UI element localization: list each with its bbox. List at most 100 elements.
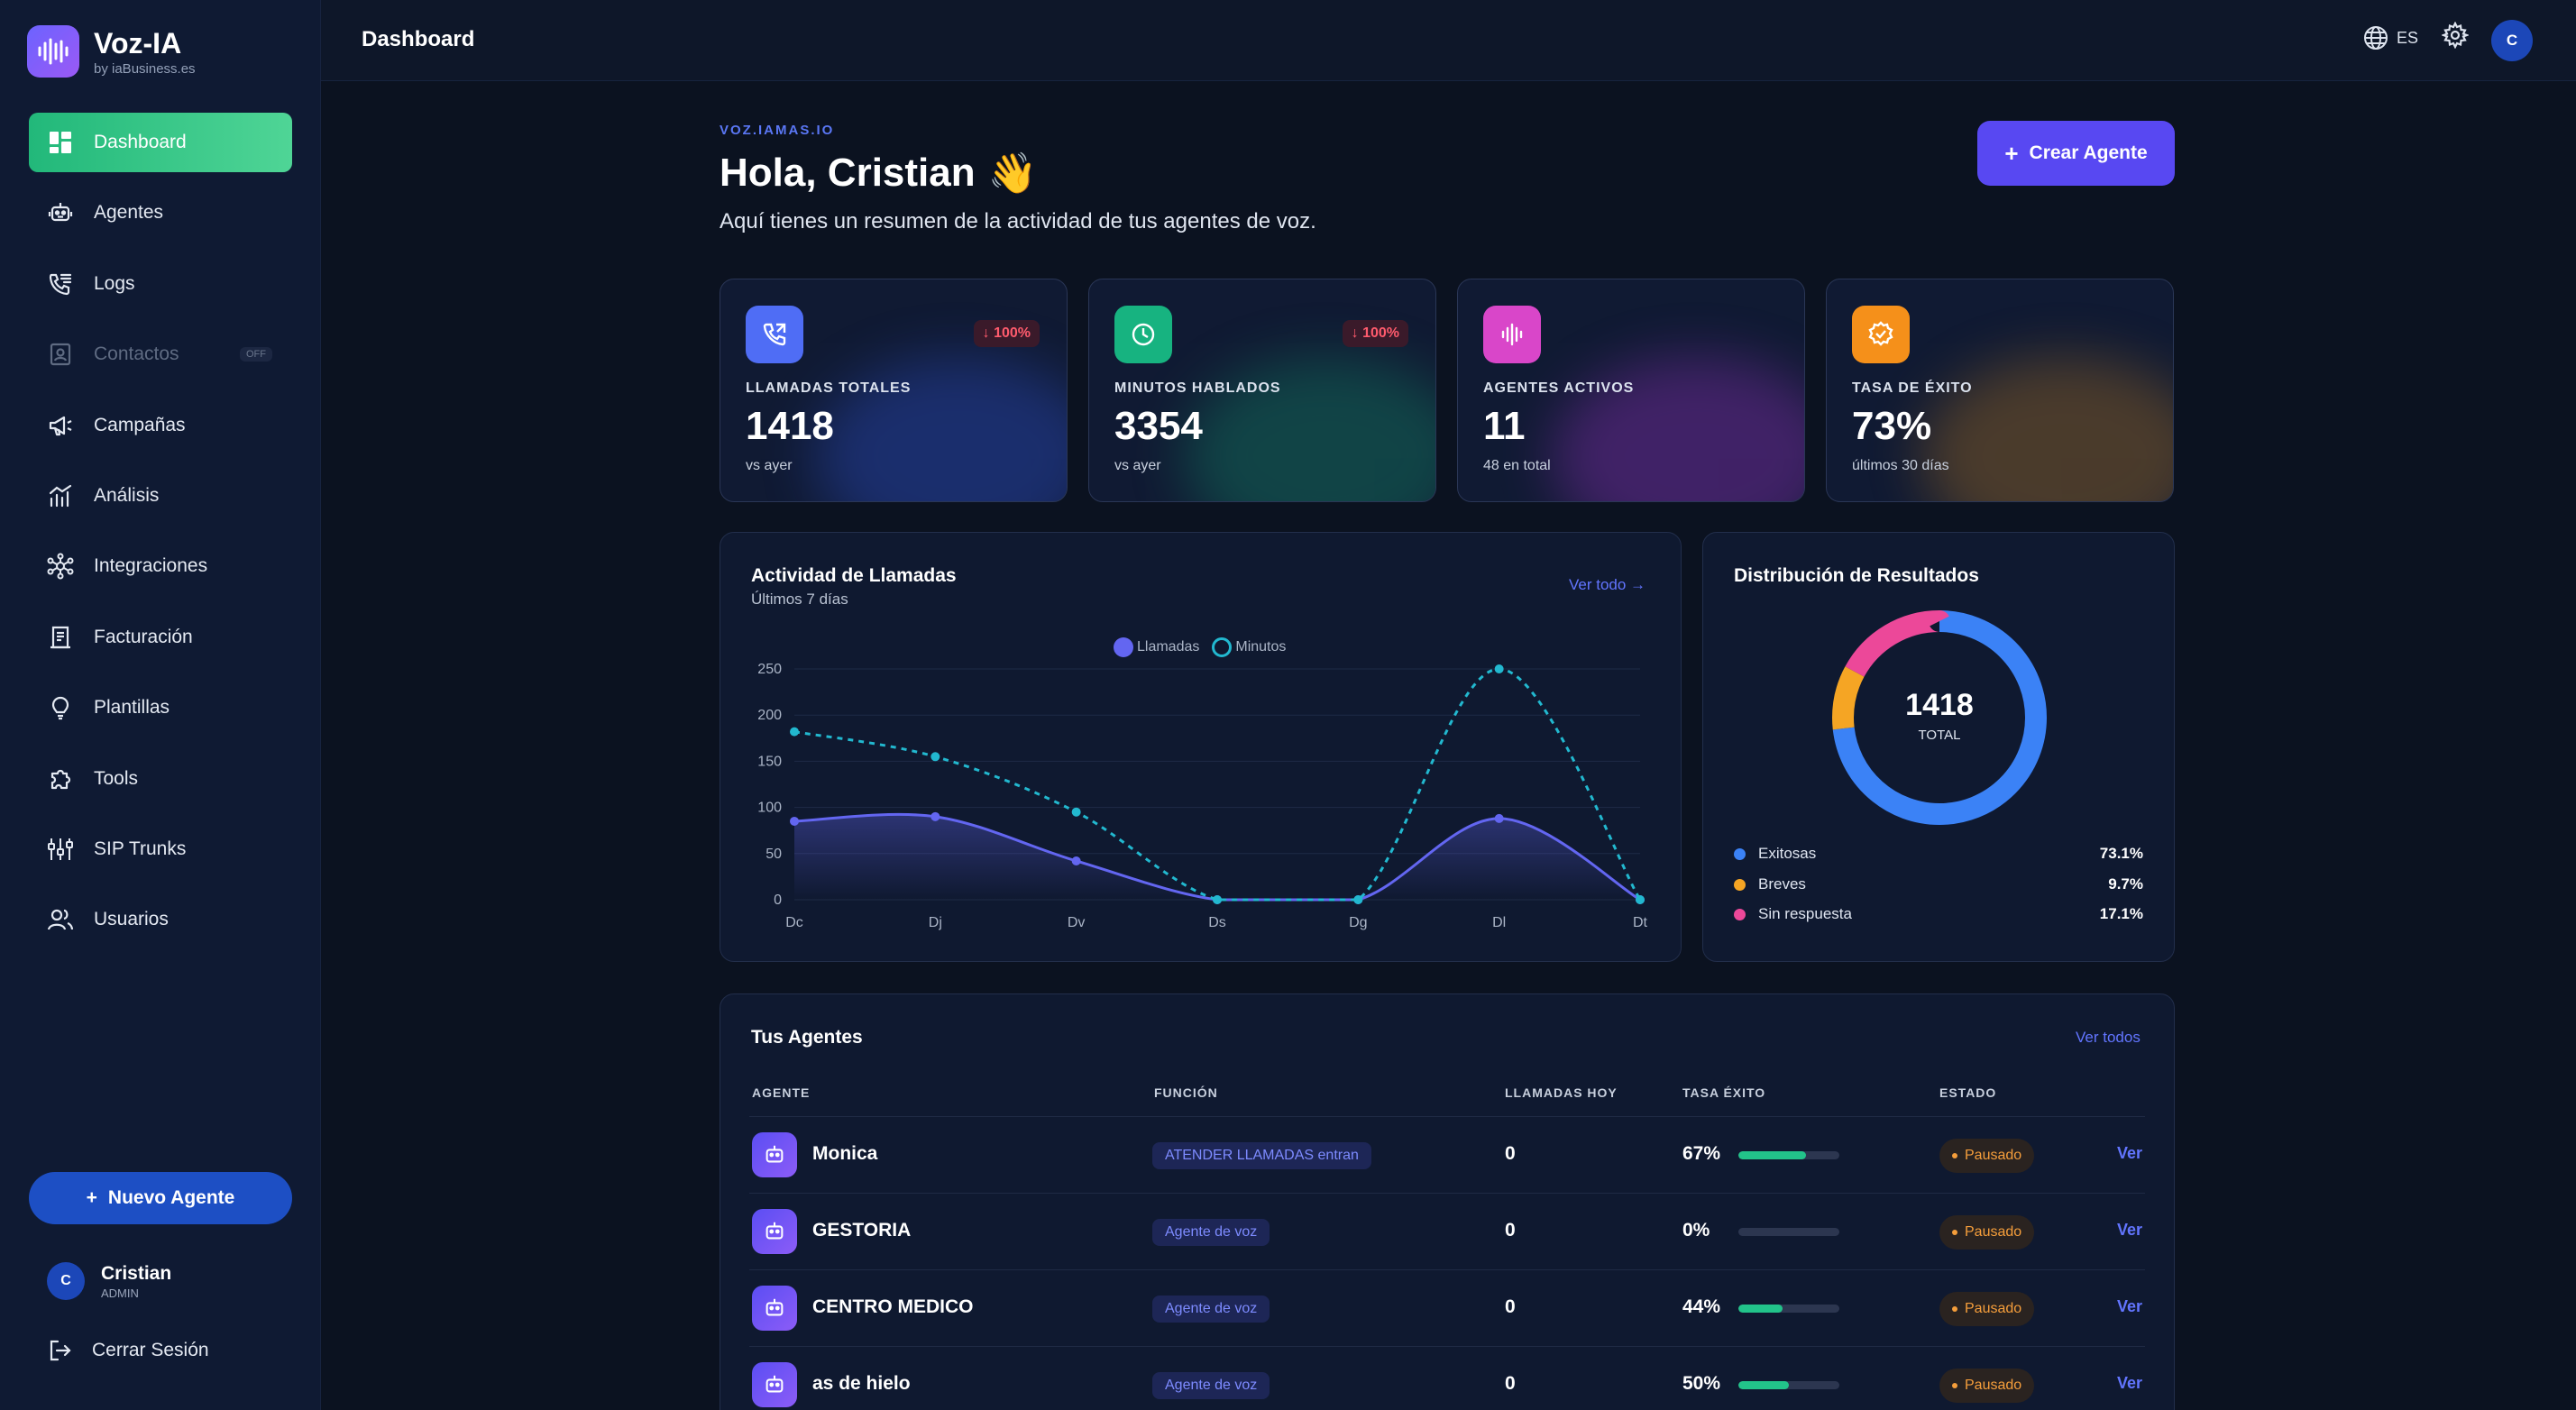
y-tick-label: 200	[757, 708, 782, 723]
sidebar-item-label: Integraciones	[94, 555, 208, 577]
sidebar-item-agentes[interactable]: Agentes	[29, 183, 292, 243]
voice-wave-logo-icon	[27, 25, 79, 78]
trend-badge: ↓ 100%	[1342, 320, 1408, 347]
dashboard-subtitle: Aquí tienes un resumen de la actividad d…	[720, 209, 1316, 233]
sidebar-item-campanas[interactable]: Campañas	[29, 396, 292, 455]
calls-today: 0	[1505, 1373, 1516, 1394]
off-badge: OFF	[240, 347, 272, 362]
new-agent-button[interactable]: + Nuevo Agente	[29, 1172, 292, 1224]
greeting-text: Hola, Cristian	[720, 151, 976, 195]
stat-value: 73%	[1852, 404, 1932, 448]
column-header-estado: ESTADO	[1939, 1085, 1997, 1100]
function-tag: Agente de voz	[1152, 1219, 1270, 1246]
create-agent-button[interactable]: + Crear Agente	[1977, 121, 2175, 186]
x-tick-label: Dt	[1633, 915, 1648, 930]
dashboard-icon	[47, 129, 74, 156]
donut-total: 1418	[1905, 688, 1974, 722]
logout-button[interactable]: Cerrar Sesión	[47, 1338, 209, 1363]
sidebar-item-integraciones[interactable]: Integraciones	[29, 536, 292, 596]
x-tick-label: Ds	[1208, 915, 1226, 930]
agent-name: CENTRO MEDICO	[812, 1296, 974, 1317]
sidebar-item-dashboard[interactable]: Dashboard	[29, 113, 292, 172]
view-agent-link[interactable]: Ver	[2117, 1374, 2143, 1392]
success-rate-fill	[1738, 1151, 1807, 1159]
function-tag: ATENDER LLAMADAS entran	[1152, 1142, 1371, 1169]
stat-label: MINUTOS HABLADOS	[1114, 380, 1281, 396]
stat-value: 11	[1483, 404, 1526, 448]
distribution-row-breves: Breves 9.7%	[1734, 875, 2143, 893]
data-point-llamadas	[930, 811, 940, 821]
sidebar-item-label: Plantillas	[94, 697, 170, 719]
stat-label: AGENTES ACTIVOS	[1483, 380, 1635, 396]
y-tick-label: 50	[765, 847, 782, 862]
status-badge: Pausado	[1939, 1139, 2035, 1173]
success-rate-bar	[1738, 1381, 1839, 1389]
legend-minutos[interactable]: Minutos	[1212, 637, 1286, 657]
data-point-minutos	[1353, 895, 1363, 904]
data-point-llamadas	[1071, 856, 1081, 865]
x-tick-label: Dj	[929, 915, 942, 930]
sidebar-item-label: Facturación	[94, 626, 193, 647]
data-point-llamadas	[1494, 813, 1504, 823]
user-profile[interactable]: C Cristian ADMIN	[47, 1262, 171, 1300]
phone-icon	[746, 306, 803, 363]
language-selector[interactable]: ES	[2362, 24, 2418, 51]
column-header-tasa-exito: TASA ÉXITO	[1682, 1085, 1766, 1100]
sidebar-item-label: Agentes	[94, 202, 164, 224]
function-tag: Agente de voz	[1152, 1296, 1270, 1323]
table-row[interactable]: GESTORIA Agente de voz 0 0% Pausado Ver	[749, 1193, 2145, 1269]
activity-subtitle: Últimos 7 días	[751, 591, 848, 608]
stat-sub: 48 en total	[1483, 458, 1551, 473]
robot-icon	[752, 1286, 797, 1331]
stat-value: 3354	[1114, 404, 1203, 448]
sidebar-item-contactos[interactable]: Contactos OFF	[29, 325, 292, 384]
sidebar-item-usuarios[interactable]: Usuarios	[29, 890, 292, 949]
robot-icon	[752, 1362, 797, 1407]
ver-todos-link[interactable]: Ver todos	[2076, 1029, 2141, 1046]
sidebar-item-label: Campañas	[94, 414, 186, 435]
sidebar-item-sip-trunks[interactable]: SIP Trunks	[29, 819, 292, 879]
integrations-icon	[47, 553, 74, 580]
data-point-minutos	[1636, 895, 1645, 904]
logout-icon	[47, 1338, 72, 1363]
new-agent-label: Nuevo Agente	[107, 1187, 235, 1208]
puzzle-icon	[47, 765, 74, 792]
sidebar-item-facturacion[interactable]: Facturación	[29, 608, 292, 667]
view-agent-link[interactable]: Ver	[2117, 1297, 2143, 1315]
stat-sub: vs ayer	[746, 458, 793, 473]
view-agent-link[interactable]: Ver	[2117, 1144, 2143, 1162]
sidebar-item-label: Dashboard	[94, 132, 187, 152]
brand[interactable]: Voz-IA by iaBusiness.es	[27, 25, 196, 78]
sip-icon	[47, 836, 74, 863]
sidebar-item-analisis[interactable]: Análisis	[29, 466, 292, 526]
sidebar-item-label: Contactos	[94, 343, 179, 365]
column-header-llamadas-hoy: LLAMADAS HOY	[1505, 1085, 1618, 1100]
success-rate: 50%	[1682, 1373, 1721, 1394]
stat-value: 1418	[746, 404, 834, 448]
legend-llamadas[interactable]: Llamadas	[1114, 637, 1199, 657]
success-rate-fill	[1738, 1305, 1783, 1313]
plus-icon: +	[86, 1187, 97, 1208]
stat-sub: últimos 30 días	[1852, 458, 1949, 473]
view-agent-link[interactable]: Ver	[2117, 1221, 2143, 1239]
phone-list-icon	[47, 270, 74, 298]
settings-button[interactable]	[2442, 22, 2469, 49]
top-avatar[interactable]: C	[2491, 20, 2533, 61]
sidebar-item-plantillas[interactable]: Plantillas	[29, 678, 292, 737]
sidebar: Voz-IA by iaBusiness.es Dashboard Agente…	[0, 0, 321, 1410]
success-rate-bar	[1738, 1228, 1839, 1236]
data-point-minutos	[930, 752, 940, 762]
avatar: C	[47, 1262, 85, 1300]
table-row[interactable]: Monica ATENDER LLAMADAS entran 0 67% Pau…	[749, 1116, 2145, 1193]
invoice-icon	[47, 624, 74, 651]
sidebar-item-tools[interactable]: Tools	[29, 749, 292, 809]
sidebar-item-logs[interactable]: Logs	[29, 254, 292, 314]
stat-card-active-agents: AGENTES ACTIVOS 11 48 en total	[1457, 279, 1805, 502]
ver-todo-link[interactable]: Ver todo →	[1569, 576, 1646, 593]
table-row[interactable]: as de hielo Agente de voz 0 50% Pausado …	[749, 1346, 2145, 1410]
distribution-donut	[1832, 610, 2047, 825]
brand-subtitle: by iaBusiness.es	[94, 60, 196, 77]
analytics-icon	[47, 482, 74, 509]
user-name: Cristian	[101, 1262, 172, 1284]
table-row[interactable]: CENTRO MEDICO Agente de voz 0 44% Pausad…	[749, 1269, 2145, 1346]
